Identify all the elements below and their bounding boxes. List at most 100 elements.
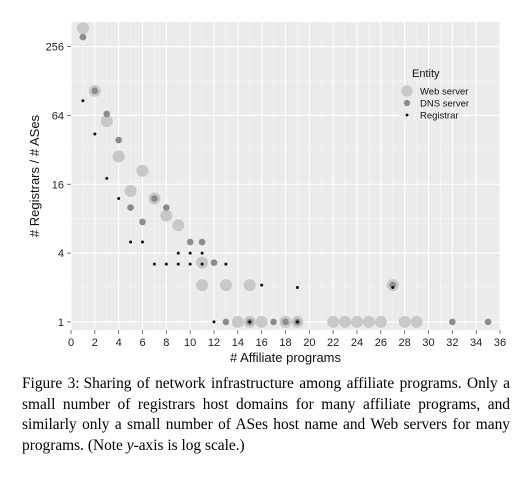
- scatter-chart: 0 2 4 6 8 10 12 14 16 18 20 22 24 26 28 30 32 34 361416642…: [27, 22, 506, 365]
- web-server-point: [374, 315, 387, 328]
- registrar-point: [141, 240, 144, 244]
- registrar-point: [200, 251, 204, 255]
- axis-ticks: 0 2 4 6 8 10 12 14 16 18 20 22 24 26 28 30 32 34 361416642…: [46, 42, 506, 349]
- caption-variable: y: [126, 436, 134, 454]
- registrar-point: [176, 262, 180, 266]
- registrar-point: [176, 251, 180, 255]
- web-server-point: [136, 164, 149, 177]
- registrar-point: [117, 197, 121, 201]
- web-server-point: [172, 219, 185, 232]
- legend-key-registrar-point: [405, 113, 409, 117]
- dns-server-point: [103, 110, 111, 118]
- caption-tail: -axis is log scale.): [133, 436, 245, 454]
- registrar-point: [188, 262, 192, 266]
- registrar-point: [129, 240, 133, 244]
- x-tick-label: 4: [116, 337, 122, 349]
- dns-server-point: [186, 238, 194, 246]
- dns-server-point: [91, 87, 99, 95]
- web-server-point: [112, 150, 125, 163]
- dns-server-point: [222, 318, 230, 326]
- x-tick-label: 24: [351, 337, 363, 349]
- registrar-point: [188, 251, 192, 255]
- legend-key-web-server-point: [401, 85, 413, 97]
- dns-server-point: [484, 318, 492, 326]
- x-tick-label: 34: [470, 337, 482, 349]
- data-points: [76, 22, 492, 328]
- y-tick-label: 4: [58, 248, 64, 260]
- web-server-point: [351, 315, 363, 328]
- web-server-point: [196, 256, 209, 269]
- web-server-point: [231, 315, 244, 328]
- x-tick-label: 10: [184, 337, 196, 349]
- y-tick-label: 64: [52, 110, 64, 122]
- x-tick-label: 8: [163, 337, 169, 349]
- dns-server-point: [127, 204, 134, 211]
- legend-label: Registrar: [420, 111, 459, 122]
- web-server-point: [76, 22, 89, 35]
- dns-server-point: [139, 218, 146, 226]
- registrar-point: [164, 262, 168, 266]
- figure-caption: Figure 3: Sharing of network infrastructu…: [22, 374, 510, 456]
- grid-lines: [70, 22, 501, 330]
- y-axis-title: # Registrars / # ASes: [27, 114, 42, 237]
- dns-server-point: [449, 318, 456, 326]
- dns-server-point: [198, 238, 206, 246]
- caption-label: Figure 3:: [22, 375, 80, 392]
- y-tick-label: 16: [52, 179, 64, 191]
- dns-server-point: [389, 281, 397, 289]
- registrar-point: [295, 320, 299, 324]
- caption-text: Sharing of network infrastructure among …: [22, 375, 510, 454]
- web-server-point: [339, 315, 352, 328]
- dns-server-point: [270, 318, 277, 326]
- x-tick-label: 6: [139, 337, 145, 349]
- dns-server-point: [151, 195, 158, 202]
- x-axis-title: # Affiliate programs: [230, 350, 342, 365]
- x-tick-label: 20: [303, 337, 315, 349]
- web-server-point: [219, 279, 232, 292]
- dns-server-point: [163, 204, 170, 211]
- legend-label: DNS server: [420, 99, 469, 110]
- x-tick-label: 2: [92, 337, 98, 349]
- registrar-point: [260, 283, 264, 287]
- web-server-point: [327, 315, 340, 328]
- web-server-point: [196, 279, 209, 292]
- web-server-point: [124, 184, 137, 197]
- dns-server-point: [210, 259, 218, 266]
- registrar-point: [248, 320, 252, 324]
- y-tick-label: 1: [58, 317, 64, 329]
- web-server-point: [100, 115, 113, 128]
- x-tick-label: 22: [327, 337, 339, 349]
- web-server-point: [160, 209, 173, 222]
- legend-key-dns-server-point: [403, 99, 411, 107]
- registrar-point: [105, 176, 109, 180]
- legend-title: Entity: [412, 68, 440, 80]
- legend-label: Web server: [420, 87, 468, 98]
- web-server-point: [362, 315, 375, 328]
- x-tick-label: 28: [399, 337, 411, 349]
- registrar-point: [391, 286, 395, 290]
- web-server-point: [243, 279, 256, 292]
- dns-server-point: [282, 318, 289, 326]
- x-tick-label: 12: [208, 337, 220, 349]
- y-tick-label: 256: [46, 42, 64, 54]
- registrar-point: [81, 99, 85, 103]
- x-tick-label: 18: [279, 337, 291, 349]
- x-tick-label: 26: [375, 337, 387, 349]
- web-server-point: [255, 315, 268, 328]
- web-server-point: [410, 315, 423, 328]
- x-tick-label: 16: [256, 337, 268, 349]
- x-tick-label: 0: [68, 337, 74, 349]
- registrar-point: [200, 262, 204, 266]
- registrar-point: [152, 262, 156, 266]
- x-tick-label: 32: [446, 337, 458, 349]
- x-tick-label: 36: [494, 337, 506, 349]
- x-tick-label: 30: [422, 337, 434, 349]
- dns-server-point: [79, 33, 87, 41]
- x-tick-label: 14: [232, 337, 244, 349]
- registrar-point: [224, 262, 228, 266]
- web-server-point: [398, 315, 411, 328]
- registrar-point: [212, 320, 216, 324]
- registrar-point: [295, 286, 299, 290]
- dns-server-point: [115, 136, 122, 144]
